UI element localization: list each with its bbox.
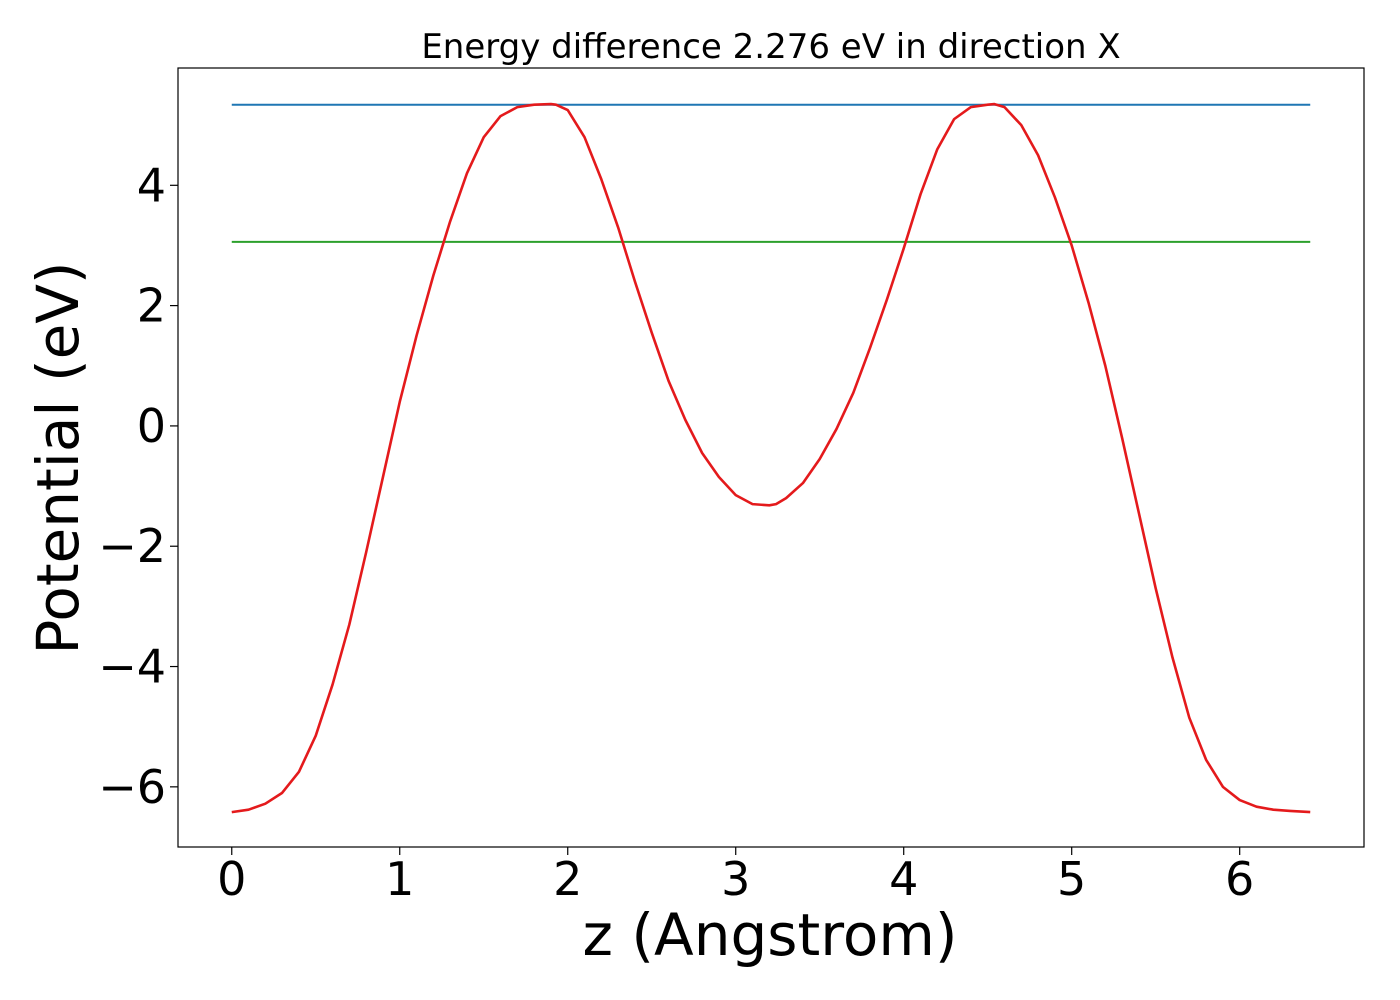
x-tick-label: 5: [1057, 852, 1086, 906]
y-axis-label: Potential (eV): [24, 261, 92, 654]
x-tick-label: 4: [889, 852, 918, 906]
y-tick-label: −6: [98, 760, 166, 814]
y-tick-label: −2: [98, 519, 166, 573]
x-tick-label: 3: [721, 852, 750, 906]
y-tick-label: 0: [137, 399, 166, 453]
series-line-3: [231, 102, 1311, 814]
plot-lines: [231, 102, 1311, 814]
y-tick-label: −4: [98, 640, 166, 694]
y-axis-ticks: −6 −4 −2 0 2 4: [98, 158, 178, 814]
x-tick-label: 2: [553, 852, 582, 906]
x-tick-label: 6: [1225, 852, 1254, 906]
y-tick-label: 4: [137, 158, 166, 212]
x-tick-label: 1: [385, 852, 414, 906]
y-tick-label: 2: [137, 279, 166, 333]
x-tick-label: 0: [217, 852, 246, 906]
x-axis-label: z (Angstrom): [583, 901, 958, 969]
plot-frame: [177, 67, 1365, 848]
x-axis-ticks: 0 1 2 3 4 5 6: [217, 847, 1254, 906]
chart-title: Energy difference 2.276 eV in direction …: [421, 27, 1120, 67]
